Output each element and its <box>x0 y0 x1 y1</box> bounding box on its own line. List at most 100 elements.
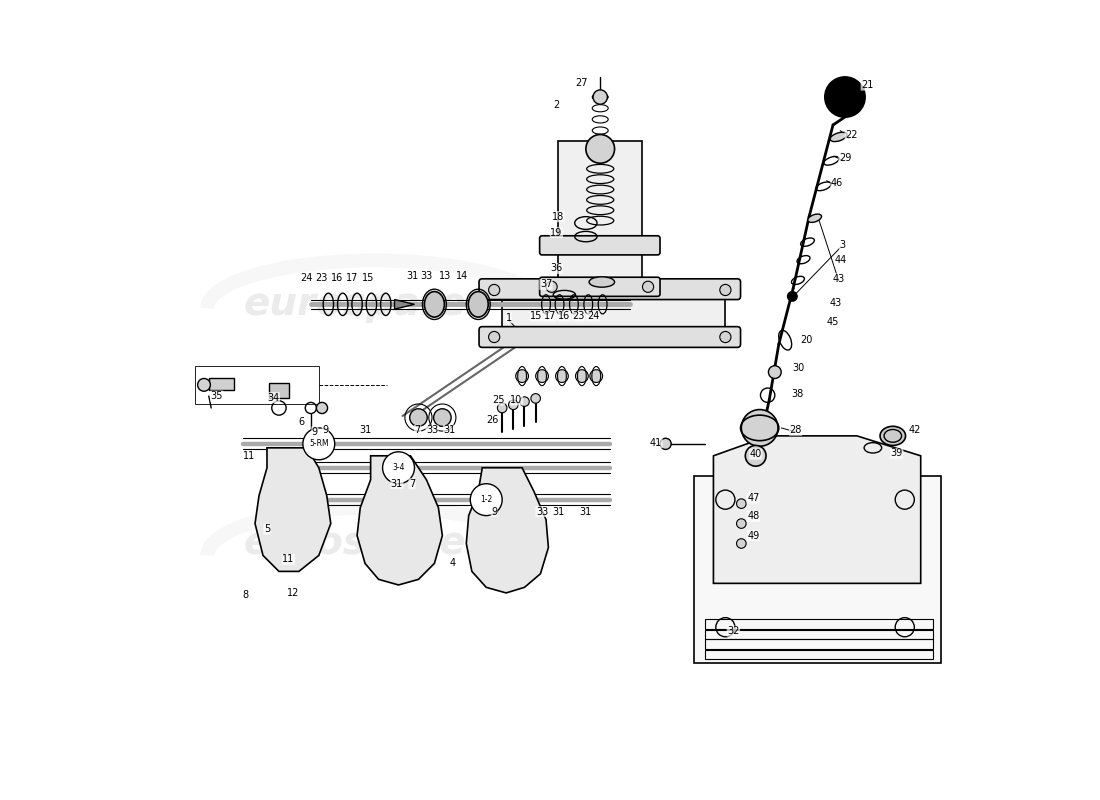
Polygon shape <box>558 141 641 292</box>
Polygon shape <box>503 292 725 340</box>
Circle shape <box>556 370 569 382</box>
Text: 38: 38 <box>791 389 803 398</box>
Text: 43: 43 <box>829 298 842 308</box>
Text: 34: 34 <box>267 393 279 402</box>
FancyBboxPatch shape <box>478 279 740 299</box>
Circle shape <box>471 484 503 515</box>
Circle shape <box>825 77 865 117</box>
Text: 43: 43 <box>833 274 845 284</box>
Text: 24: 24 <box>587 311 600 322</box>
Ellipse shape <box>830 132 847 142</box>
Ellipse shape <box>807 214 822 222</box>
Ellipse shape <box>469 291 488 317</box>
Text: 33: 33 <box>420 271 432 282</box>
Circle shape <box>383 452 415 484</box>
Text: 6: 6 <box>298 417 305 426</box>
Text: 39: 39 <box>891 449 903 458</box>
Text: 9: 9 <box>311 427 318 437</box>
Circle shape <box>516 370 528 382</box>
Ellipse shape <box>425 291 444 317</box>
Bar <box>705 650 933 659</box>
Circle shape <box>519 397 529 406</box>
Bar <box>209 378 234 390</box>
Text: 31: 31 <box>359 426 371 435</box>
Circle shape <box>317 402 328 414</box>
Text: 41: 41 <box>650 438 662 448</box>
Circle shape <box>660 438 671 450</box>
Text: 3-4: 3-4 <box>393 463 405 472</box>
FancyBboxPatch shape <box>478 326 740 347</box>
Text: 19: 19 <box>550 227 562 238</box>
Text: 30: 30 <box>793 363 805 373</box>
Text: 11: 11 <box>283 554 295 565</box>
Text: 9: 9 <box>322 426 328 435</box>
Ellipse shape <box>880 426 905 446</box>
Circle shape <box>741 410 778 446</box>
Text: 18: 18 <box>552 212 564 222</box>
Text: 48: 48 <box>747 511 759 522</box>
Text: 36: 36 <box>550 263 562 274</box>
Circle shape <box>546 282 558 292</box>
Text: 44: 44 <box>835 255 847 266</box>
Circle shape <box>586 134 615 163</box>
Text: 3: 3 <box>839 239 846 250</box>
Bar <box>268 383 288 398</box>
Circle shape <box>593 90 607 104</box>
Text: eurospares: eurospares <box>244 525 490 562</box>
Text: 23: 23 <box>315 273 328 283</box>
Text: eurospares: eurospares <box>244 286 490 323</box>
Text: 23: 23 <box>572 311 585 322</box>
Circle shape <box>575 370 589 382</box>
Text: 20: 20 <box>801 335 813 346</box>
Circle shape <box>536 370 549 382</box>
Text: 40: 40 <box>749 450 762 459</box>
Circle shape <box>769 366 781 378</box>
Text: 4: 4 <box>450 558 455 569</box>
Text: 24: 24 <box>300 273 313 283</box>
Text: 31: 31 <box>580 506 592 517</box>
Ellipse shape <box>590 277 615 287</box>
Circle shape <box>737 518 746 528</box>
Polygon shape <box>395 299 415 309</box>
Circle shape <box>198 378 210 391</box>
Text: 46: 46 <box>830 178 843 188</box>
Circle shape <box>508 400 518 410</box>
Text: 31: 31 <box>390 478 403 489</box>
Text: 31: 31 <box>552 506 564 517</box>
Text: 27: 27 <box>575 78 589 88</box>
Text: 14: 14 <box>456 271 469 282</box>
Text: 1-2: 1-2 <box>480 495 493 504</box>
Circle shape <box>737 499 746 509</box>
Circle shape <box>531 394 540 403</box>
Text: 26: 26 <box>486 415 498 425</box>
Text: 45: 45 <box>827 317 839 327</box>
Text: 13: 13 <box>439 271 451 282</box>
Text: 8: 8 <box>242 590 249 600</box>
Text: 49: 49 <box>747 530 759 541</box>
Circle shape <box>746 446 766 466</box>
Polygon shape <box>255 448 331 571</box>
FancyBboxPatch shape <box>540 236 660 255</box>
Text: 33: 33 <box>536 506 548 517</box>
Text: 47: 47 <box>747 493 759 503</box>
Text: 17: 17 <box>543 311 557 322</box>
Circle shape <box>302 428 334 460</box>
Text: 31: 31 <box>406 271 418 282</box>
Text: 1: 1 <box>506 313 512 323</box>
Circle shape <box>488 331 499 342</box>
Bar <box>705 619 933 629</box>
Polygon shape <box>714 436 921 583</box>
Text: 33: 33 <box>426 426 438 435</box>
Text: 16: 16 <box>331 273 343 283</box>
Circle shape <box>590 370 603 382</box>
Circle shape <box>433 409 451 426</box>
Text: 2: 2 <box>553 100 560 110</box>
Circle shape <box>409 409 427 426</box>
Text: 28: 28 <box>790 426 802 435</box>
Text: 37: 37 <box>540 279 552 290</box>
FancyBboxPatch shape <box>540 278 660 296</box>
Circle shape <box>497 403 507 413</box>
Text: 16: 16 <box>558 311 571 322</box>
Text: 35: 35 <box>210 391 223 401</box>
Circle shape <box>642 282 653 292</box>
